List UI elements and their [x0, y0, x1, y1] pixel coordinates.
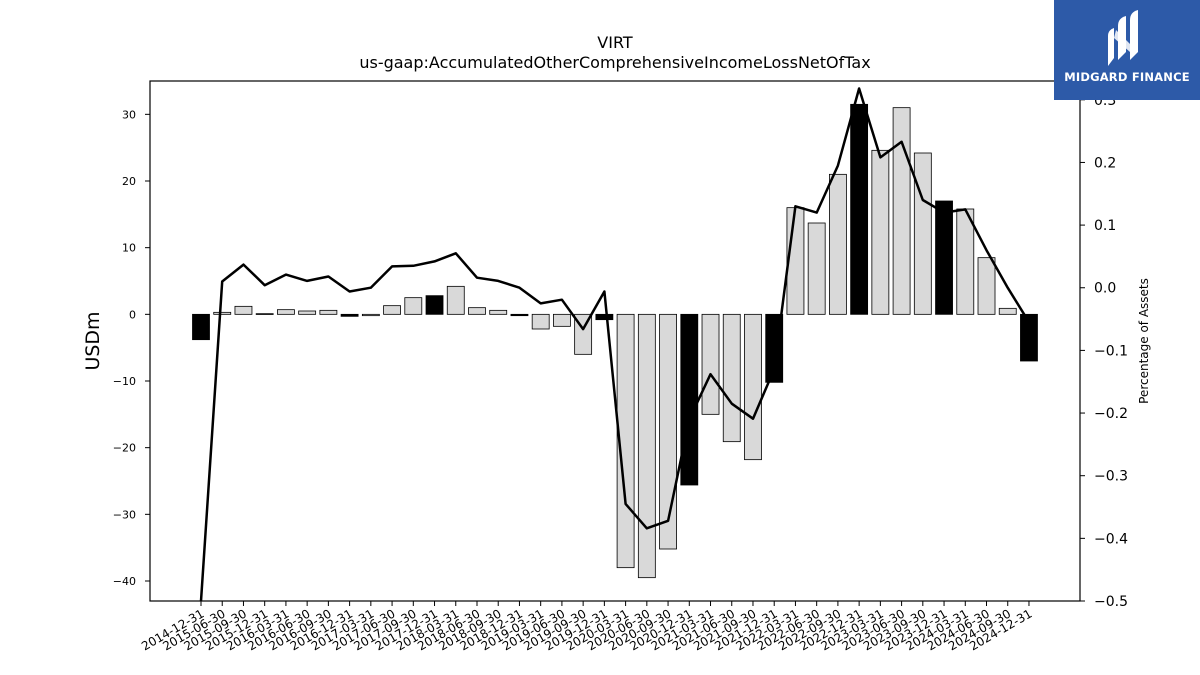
axes-layer: −40 −30 −20 −10 0 10 20 30 −0.5 −0.4 −0.3 −0.2 −0.1 0…: [113, 80, 1128, 653]
bar: [383, 305, 401, 315]
bar: [998, 307, 1017, 315]
bar: [255, 313, 274, 315]
y-tick-label: −30: [113, 508, 136, 521]
bar: [680, 313, 699, 486]
y2-tick-label: −0.3: [1094, 469, 1128, 485]
y-axis-label: USDm: [82, 311, 104, 370]
bar: [425, 295, 444, 315]
bar: [531, 313, 550, 330]
y2-tick-label: −0.4: [1094, 531, 1128, 547]
line-layer: [199, 87, 1031, 601]
brand-logo: MIDGARD FINANCE: [1054, 0, 1200, 100]
bar: [829, 173, 847, 315]
bar: [446, 285, 465, 315]
bar: [298, 310, 317, 315]
bar: [871, 149, 890, 315]
y-tick-label: 10: [122, 242, 136, 255]
bar: [361, 313, 380, 317]
y-tick-label: 20: [122, 175, 136, 188]
brand-name: MIDGARD FINANCE: [1064, 70, 1190, 84]
bar: [977, 257, 996, 315]
bar: [277, 309, 295, 315]
y-tick-label: −40: [113, 575, 136, 588]
brand-logo-icon: [1108, 10, 1138, 66]
bar: [850, 103, 869, 315]
bars-layer: [192, 103, 1038, 579]
bar: [913, 152, 932, 315]
y-tick-label: −20: [113, 442, 136, 455]
bar: [553, 313, 571, 327]
chart-title: VIRT: [597, 33, 633, 52]
y2-tick-label: −0.1: [1094, 343, 1128, 359]
bar: [234, 305, 253, 315]
bar: [722, 313, 741, 443]
bar: [489, 309, 508, 315]
bar: [404, 297, 423, 315]
bar: [892, 107, 911, 315]
y2-tick-label: −0.2: [1094, 406, 1128, 422]
bar: [340, 313, 359, 317]
bar: [807, 222, 826, 315]
bar: [659, 313, 677, 550]
series-line: [199, 87, 1031, 601]
y-tick-label: 30: [122, 108, 136, 121]
bar: [616, 313, 635, 569]
y2-tick-label: 0.0: [1094, 281, 1116, 297]
bar: [637, 313, 656, 579]
bar: [744, 313, 762, 461]
y2-tick-label: 0.1: [1094, 218, 1116, 234]
bar: [1020, 313, 1038, 362]
y2-tick-label: −0.5: [1094, 594, 1128, 610]
y2-tick-label: 0.2: [1094, 155, 1116, 171]
bar: [595, 313, 614, 321]
y-tick-label: 0: [129, 308, 136, 321]
bar: [935, 200, 953, 315]
y-tick-label: −10: [113, 375, 136, 388]
bar: [701, 313, 720, 415]
bar: [468, 307, 486, 315]
bar: [319, 309, 338, 315]
plot-frame: [149, 80, 1081, 602]
bar: [510, 313, 529, 317]
bar: [213, 311, 232, 315]
bar: [956, 208, 975, 315]
bar: [192, 313, 210, 341]
y2-axis-label: Percentage of Assets: [1137, 278, 1151, 404]
chart-subtitle: us-gaap:AccumulatedOtherComprehensiveInc…: [359, 53, 870, 72]
